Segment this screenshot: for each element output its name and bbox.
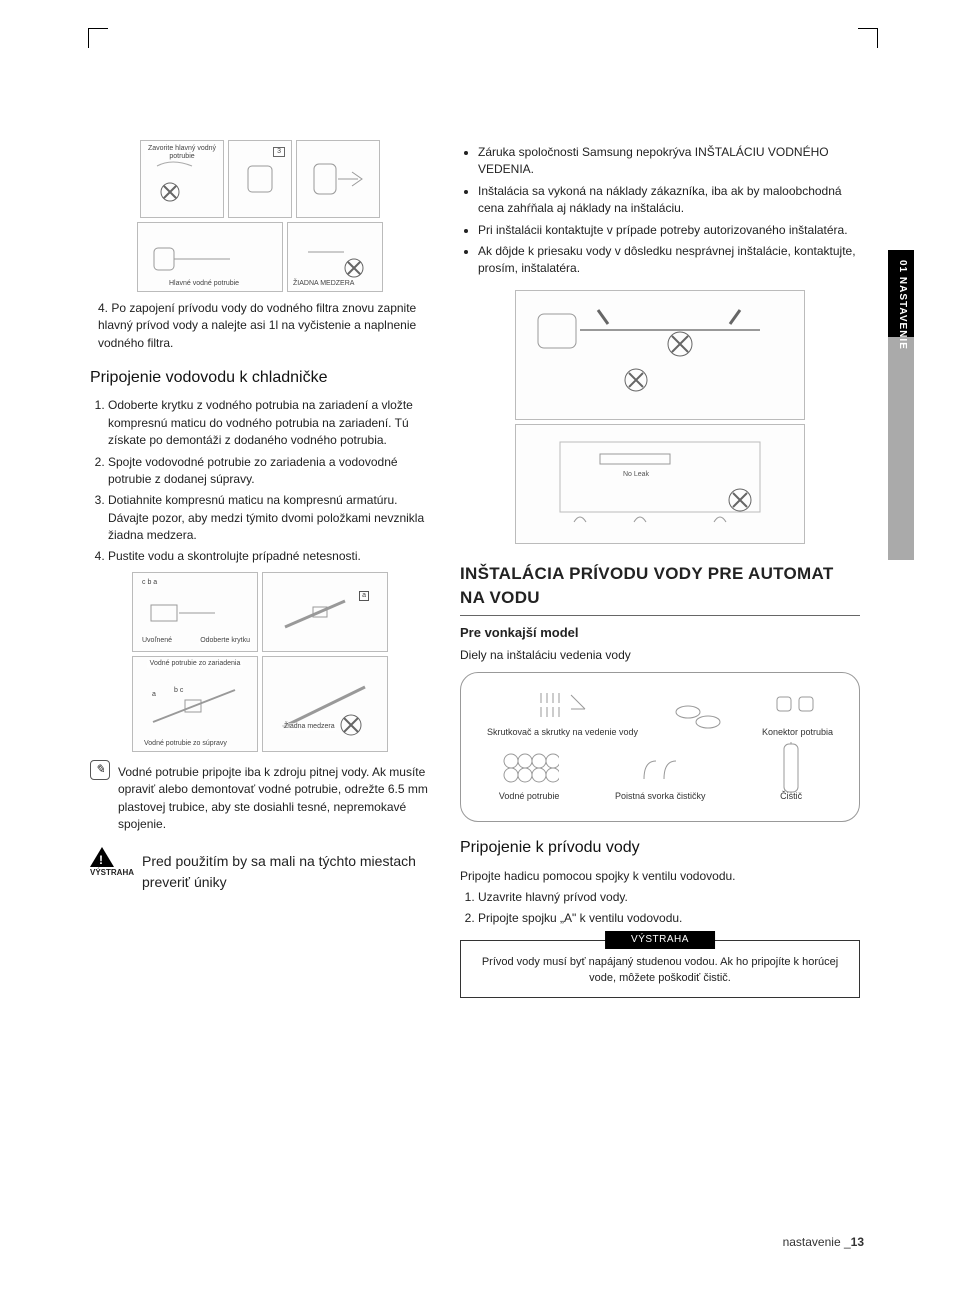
right-h4: Pre vonkajší model <box>460 624 860 643</box>
bullet-2: Inštalácia sa vykoná na náklady zákazník… <box>478 183 860 218</box>
part-label-clamp: Poistná svorka čističky <box>615 790 706 803</box>
right-intro: Pripojte hadicu pomocou spojky k ventilu… <box>460 868 860 885</box>
fig1-panel-c <box>296 140 380 218</box>
note-row: ✎ Vodné potrubie pripojte iba k zdroju p… <box>90 760 430 838</box>
footer-page: 13 <box>851 1235 864 1249</box>
fig2-a2: a <box>151 691 157 699</box>
right-fig-bottom: No Leak <box>515 424 805 544</box>
crop-mark-tr <box>858 28 878 48</box>
warn-text: Pred použitím by sa mali na týchto miest… <box>142 851 430 892</box>
fig2-cba: c b a <box>141 579 158 587</box>
right-column: Záruka spoločnosti Samsung nepokrýva INŠ… <box>460 140 860 998</box>
right-fig-top <box>515 290 805 420</box>
fig2-a: a <box>359 591 369 601</box>
part-tubing: Vodné potrubie <box>499 749 560 803</box>
fig2-kit-pipe: Vodné potrubie zo súpravy <box>143 740 228 748</box>
fig1-panel-d: Hlavné vodné potrubie <box>137 222 283 292</box>
part-label-filter: Čistič <box>780 790 802 803</box>
part-connector: Konektor potrubia <box>762 685 833 739</box>
parts-box: Skrutkovač a skrutky na vedenie vody Kon… <box>460 672 860 822</box>
fig2-panel-d: Žiadna medzera <box>262 656 388 752</box>
left-step-3: Dotiahnite kompresnú maticu na kompresnú… <box>108 492 430 544</box>
part-label-screws: Skrutkovač a skrutky na vedenie vody <box>487 726 638 739</box>
right-h2: INŠTALÁCIA PRÍVODU VODY PRE AUTOMAT NA V… <box>460 562 860 616</box>
caution-text: Prívod vody musí byť napájaný studenou v… <box>482 956 838 984</box>
bullet-3: Pri inštalácii kontaktujte v prípade pot… <box>478 222 860 239</box>
right-bullets: Záruka spoločnosti Samsung nepokrýva INŠ… <box>460 144 860 278</box>
bullet-4: Ak dôjde k priesaku vody v dôsledku nesp… <box>478 243 860 278</box>
left-step-4b: Pustite vodu a skontrolujte prípadné net… <box>108 548 430 565</box>
fig1-label-nogap: ŽIADNA MEDZERA <box>292 280 355 288</box>
part-clips <box>670 698 730 739</box>
right-steps2: Uzavrite hlavný prívod vody. Pripojte sp… <box>460 889 860 928</box>
part-filter: Čistič <box>761 749 821 803</box>
left-h3: Pripojenie vodovodu k chladničke <box>90 366 430 389</box>
left-step4: 4. Po zapojení prívodu vody do vodného f… <box>90 300 430 352</box>
fig2-removecap: Odoberte krytku <box>199 637 251 645</box>
fig2-panel-c: Vodné potrubie zo zariadenia a b c Vodné… <box>132 656 258 752</box>
left-step-1: Odoberte krytku z vodného potrubia na za… <box>108 397 430 449</box>
caution-tab: VÝSTRAHA <box>605 931 715 950</box>
warn-row: VÝSTRAHA Pred použitím by sa mali na týc… <box>90 847 430 896</box>
fig2-nogap: Žiadna medzera <box>283 723 336 731</box>
right-step2-2: Pripojte spojku „A" k ventilu vodovodu. <box>478 910 860 927</box>
fig1-panel-b: 3 <box>228 140 292 218</box>
left-steps: Odoberte krytku z vodného potrubia na za… <box>90 397 430 566</box>
page-content: Zavorite hlavný vodný potrubie 3 Hlavné … <box>90 30 860 998</box>
left-column: Zavorite hlavný vodný potrubie 3 Hlavné … <box>90 140 430 998</box>
side-tab-label: 01 NASTAVENIE <box>897 260 908 350</box>
fig2-panel-b: a <box>262 572 388 652</box>
part-label-connector: Konektor potrubia <box>762 726 833 739</box>
svg-text:No Leak: No Leak <box>623 471 650 478</box>
right-h3b: Pripojenie k prívodu vody <box>460 836 860 859</box>
part-screws: Skrutkovač a skrutky na vedenie vody <box>487 685 638 739</box>
note-text: Vodné potrubie pripojte iba k zdroju pit… <box>118 764 430 834</box>
warning-icon <box>90 847 114 867</box>
fig2-loose: Uvoľnené <box>141 637 173 645</box>
bullet-1: Záruka spoločnosti Samsung nepokrýva INŠ… <box>478 144 860 179</box>
fig1-panel-a: Zavorite hlavný vodný potrubie <box>140 140 224 218</box>
fig1-label-close: Zavorite hlavný vodný potrubie <box>145 145 219 160</box>
right-subline: Diely na inštaláciu vedenia vody <box>460 647 860 664</box>
fig1-panel-e: ŽIADNA MEDZERA <box>287 222 383 292</box>
fig2-panel-a: c b a Uvoľnené Odoberte krytku <box>132 572 258 652</box>
page-footer: nastavenie _13 <box>783 1235 864 1249</box>
fig2-bc: b c <box>173 687 184 695</box>
note-icon: ✎ <box>90 760 110 780</box>
warn-label: VÝSTRAHA <box>90 867 134 879</box>
left-step-2: Spojte vodovodné potrubie zo zariadenia … <box>108 454 430 489</box>
fig1-label-main: Hlavné vodné potrubie <box>168 280 240 288</box>
fig2-unit-pipe: Vodné potrubie zo zariadenia <box>147 660 243 668</box>
caution-box: VÝSTRAHA Prívod vody musí byť napájaný s… <box>460 940 860 998</box>
part-label-tubing: Vodné potrubie <box>499 790 560 803</box>
footer-label: nastavenie _ <box>783 1235 851 1249</box>
part-clamp: Poistná svorka čističky <box>615 749 706 803</box>
fig1-label-3: 3 <box>273 147 285 157</box>
right-step2-1: Uzavrite hlavný prívod vody. <box>478 889 860 906</box>
